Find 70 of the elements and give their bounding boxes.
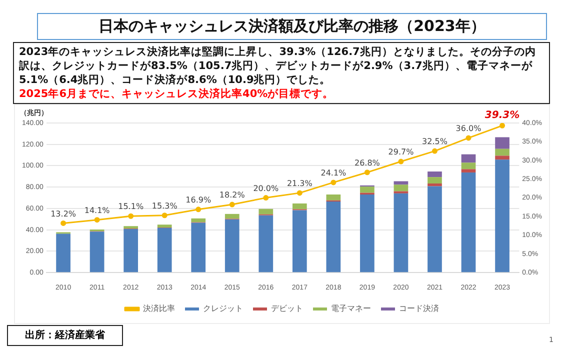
point xyxy=(128,213,134,219)
data-label: 16.9% xyxy=(186,195,212,204)
legend-label: コード決済 xyxy=(399,304,439,314)
data-label: 24.1% xyxy=(320,168,347,178)
bar xyxy=(326,202,341,272)
bar xyxy=(124,229,138,272)
legend-label: クレジット xyxy=(203,304,243,314)
bar xyxy=(394,181,408,185)
data-label: 14.1% xyxy=(84,206,110,215)
data-label: 21.3% xyxy=(286,179,313,188)
chart-title: 日本のキャッシュレス決済額及び比率の推移（2023年） xyxy=(37,13,547,40)
point xyxy=(162,212,168,218)
legend-label: 電子マネー xyxy=(331,304,371,314)
point xyxy=(196,206,202,212)
bar xyxy=(292,210,307,272)
point xyxy=(432,148,438,154)
legend-label: 決済比率 xyxy=(143,304,175,314)
bar xyxy=(90,232,104,272)
data-label: 29.7% xyxy=(388,148,414,157)
bar xyxy=(326,194,341,200)
point xyxy=(466,135,472,141)
bar xyxy=(124,226,138,229)
point xyxy=(94,217,100,223)
bar xyxy=(428,183,442,186)
bar xyxy=(56,234,70,272)
bar xyxy=(191,222,206,272)
legend-label: デビット xyxy=(271,304,303,314)
point xyxy=(398,158,404,164)
bar xyxy=(258,208,274,214)
point xyxy=(500,123,506,128)
data-label: 32.5% xyxy=(422,137,448,146)
bar xyxy=(224,214,240,219)
bar xyxy=(461,154,476,163)
bar xyxy=(157,228,172,272)
data-label: 13.2% xyxy=(50,209,76,218)
point xyxy=(60,220,66,226)
bar xyxy=(495,148,510,156)
bar xyxy=(495,160,510,272)
bar xyxy=(461,162,476,170)
bar xyxy=(394,184,408,192)
point xyxy=(330,180,336,186)
point xyxy=(364,170,370,176)
bar xyxy=(360,194,374,272)
point xyxy=(296,190,302,196)
bar xyxy=(258,215,274,272)
bar xyxy=(461,172,476,272)
text: 2025年6月までに、キャッシュレス決済比率40%が目標です。 xyxy=(19,88,334,100)
bar xyxy=(428,172,442,178)
bar xyxy=(428,177,442,184)
bar xyxy=(191,218,206,222)
bar xyxy=(428,186,442,272)
data-label: 26.8% xyxy=(354,158,380,168)
bar xyxy=(495,137,510,149)
data-label: 18.2% xyxy=(219,190,246,200)
text: 出所：経済産業省 xyxy=(7,325,123,346)
bar xyxy=(495,156,510,160)
point xyxy=(263,195,269,201)
data-label: 20.0% xyxy=(253,184,279,193)
data-label: 39.3% xyxy=(484,110,520,122)
bar xyxy=(224,219,240,272)
bar xyxy=(360,186,374,193)
bar xyxy=(157,224,172,228)
bar xyxy=(461,169,476,172)
point xyxy=(229,202,235,208)
chart-subtitle: 2023年のキャッシュレス決済比率は堅調に上昇し、39.3%（126.7兆円）となりました。その分子の内訳は、クレジットカードが83.5%（105.7兆円）、デビットカードが2.9%（3.7兆円）、電子マネーが5.1%（6.4兆円）、コード決済が8.6%（10.9兆円）でした。 xyxy=(19,46,536,86)
data-label: 15.3% xyxy=(152,201,178,210)
bar xyxy=(292,203,307,210)
data-label: 36.0% xyxy=(456,124,482,134)
bar xyxy=(394,193,408,272)
data-label: 15.1% xyxy=(118,202,144,212)
